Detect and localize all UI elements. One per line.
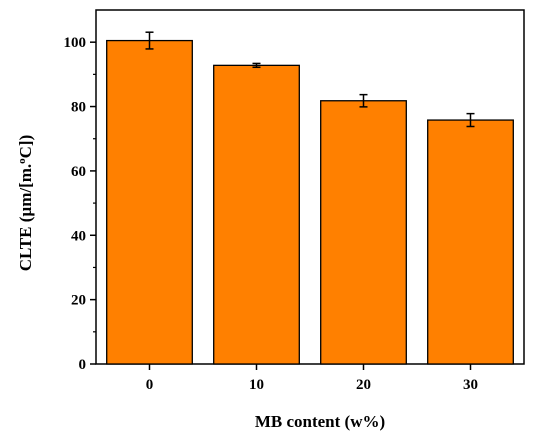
x-tick-label: 0 [146,377,154,393]
x-axis-title: MB content (w%) [255,412,385,431]
bar-20 [320,100,407,365]
y-tick-label: 100 [64,35,87,51]
y-tick-label: 80 [71,100,86,116]
x-tick-label: 20 [356,377,371,393]
bar-30 [427,119,514,365]
bar-10 [213,64,300,365]
y-tick-label: 20 [71,293,86,309]
error-bar-0 [145,31,154,50]
y-tick-label: 40 [71,228,86,244]
x-tick-label: 30 [463,377,478,393]
y-axis-title-sup: o [16,158,28,164]
bars-group [106,39,514,365]
y-tick-label: 60 [71,164,86,180]
plot-frame [95,9,525,365]
error-bar-30 [466,112,475,128]
plot-border [95,9,525,365]
y-axis-title: CLTE (µm/[m.oC]) [16,135,35,272]
y-axis: 0 20 40 60 80 100 [64,35,96,373]
error-bar-20 [359,93,368,108]
x-tick-label: 10 [249,377,264,393]
y-axis-title-suffix: C]) [16,135,35,159]
y-tick-label: 0 [79,357,87,373]
y-axis-title-prefix: CLTE (µm/[m. [16,164,35,271]
error-bar-10 [252,62,261,69]
bar-0 [106,39,193,365]
error-bars-group [145,31,475,128]
x-axis: 0 10 20 30 [146,364,478,393]
